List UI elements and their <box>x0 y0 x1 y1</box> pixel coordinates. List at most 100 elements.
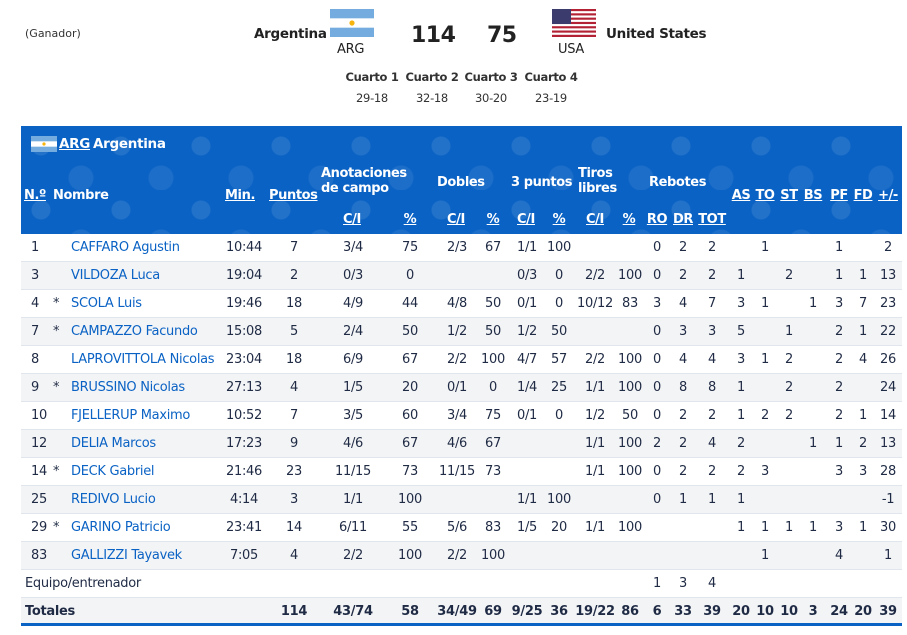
total-t-p: 36 <box>550 604 568 619</box>
stat-dr: 2 <box>679 268 687 283</box>
stat-d-p: 83 <box>485 520 501 535</box>
stat-pm: 22 <box>880 324 896 339</box>
stat-d-p: 50 <box>485 324 501 339</box>
stat-d-ci: 11/15 <box>439 464 475 479</box>
quarter-label: Cuarto 3 <box>464 70 518 84</box>
player-name-link[interactable]: GARINO Patricio <box>71 520 171 535</box>
stat-tl-ci: 1/1 <box>584 520 606 535</box>
total-t-ci: 9/25 <box>511 604 543 619</box>
stat-pm: 1 <box>884 548 892 563</box>
stat-fg-ci: 2/2 <box>342 548 364 563</box>
stat-t-p: 57 <box>551 352 567 367</box>
sub-header-fg-ci[interactable]: C/I <box>343 212 361 227</box>
stat-fd: 3 <box>859 464 867 479</box>
player-name-link[interactable]: VILDOZA Luca <box>71 268 160 283</box>
sub-header-d-ci[interactable]: C/I <box>447 212 465 227</box>
table-team-name: Argentina <box>93 136 166 152</box>
col-header-blocks[interactable]: BS <box>803 188 823 203</box>
stat-fd: 2 <box>859 436 867 451</box>
quarter-2: Cuarto 2 32-18 <box>402 70 462 105</box>
sub-header-fg-pct[interactable]: % <box>403 212 417 227</box>
table-row: 8 LAPROVITTOLA Nicolas 23:04 18 6/9 67 2/2 100 4… <box>21 346 902 374</box>
stat-as: 2 <box>737 464 745 479</box>
stat-pts: 14 <box>286 520 302 535</box>
stat-t-ci: 0/1 <box>516 408 538 423</box>
sub-header-tl-pct[interactable]: % <box>622 212 636 227</box>
sub-header-t-ci[interactable]: C/I <box>517 212 535 227</box>
stat-fg-p: 20 <box>402 380 418 395</box>
stat-minutes: 21:46 <box>226 464 262 479</box>
player-name-link[interactable]: REDIVO Lucio <box>71 492 156 507</box>
stat-minutes: 15:08 <box>226 324 262 339</box>
col-header-fouls[interactable]: PF <box>830 188 848 203</box>
stat-t-p: 0 <box>555 296 563 311</box>
quarter-score: 30-20 <box>475 91 507 105</box>
stat-tot: 1 <box>708 492 716 507</box>
col-header-doubles: Dobles <box>437 175 485 190</box>
stat-pm: 24 <box>880 380 896 395</box>
argentina-flag-icon <box>31 136 57 152</box>
total-fg-p: 58 <box>401 604 419 619</box>
home-team-abbr: ARG <box>337 42 365 57</box>
stat-fg-ci: 4/9 <box>342 296 364 311</box>
total-pts: 114 <box>280 604 308 619</box>
stat-fg-p: 60 <box>402 408 418 423</box>
col-header-number[interactable]: N.º <box>24 188 46 203</box>
stat-fg-p: 73 <box>402 464 418 479</box>
stat-d-p: 0 <box>489 380 497 395</box>
table-team-title: ARG Argentina <box>31 134 166 154</box>
player-name-link[interactable]: FJELLERUP Maximo <box>71 408 191 423</box>
stat-t-ci: 1/4 <box>516 380 538 395</box>
sub-header-tl-ci[interactable]: C/I <box>586 212 604 227</box>
col-header-turnovers[interactable]: TO <box>755 188 775 203</box>
stat-pm: 30 <box>880 520 896 535</box>
player-name-link[interactable]: LAPROVITTOLA Nicolas <box>71 352 215 367</box>
player-name-link[interactable]: DELIA Marcos <box>71 436 156 451</box>
table-row: 4 * SCOLA Luis 19:46 18 4/9 44 4/8 50 0/1 0 10/12 83… <box>21 290 902 318</box>
col-header-steals[interactable]: ST <box>780 188 798 203</box>
table-row: 7 * CAMPAZZO Facundo 15:08 5 2/4 50 1/2 50 1/2 50 0… <box>21 318 902 346</box>
stat-st: 2 <box>785 380 793 395</box>
player-name-link[interactable]: CAMPAZZO Facundo <box>71 324 198 339</box>
player-name-link[interactable]: SCOLA Luis <box>71 296 142 311</box>
starter-mark: * <box>53 324 60 339</box>
sub-header-t-pct[interactable]: % <box>552 212 566 227</box>
table-header: ARG Argentina N.º Nombre Min. Puntos Ano… <box>21 126 902 234</box>
stat-t-p: 0 <box>555 408 563 423</box>
stat-ro: 2 <box>653 436 661 451</box>
stat-d-ci: 2/2 <box>446 352 468 367</box>
quarter-3: Cuarto 3 30-20 <box>461 70 521 105</box>
quarter-scores: Cuarto 1 29-18 Cuarto 2 32-18 Cuarto 3 3… <box>342 70 582 110</box>
home-team-name[interactable]: Argentina <box>254 26 327 42</box>
quarter-score: 23-19 <box>535 91 567 105</box>
stat-t-ci: 1/5 <box>516 520 538 535</box>
stat-dr: 3 <box>679 576 687 591</box>
away-team-name[interactable]: United States <box>606 26 707 42</box>
total-d-p: 69 <box>484 604 502 619</box>
stat-pts: 18 <box>286 296 302 311</box>
table-row: 3 VILDOZA Luca 19:04 2 0/3 0 0/3 0 2/2 100 0 2 2 1 2 1 1… <box>21 262 902 290</box>
stat-tl-p: 100 <box>618 380 642 395</box>
col-header-points[interactable]: Puntos <box>269 188 318 203</box>
player-name-link[interactable]: GALLIZZI Tayavek <box>71 548 182 563</box>
col-header-assists[interactable]: AS <box>731 188 751 203</box>
sub-header-ro[interactable]: RO <box>646 212 668 227</box>
player-name-link[interactable]: CAFFARO Agustin <box>71 240 180 255</box>
total-as: 20 <box>732 604 750 619</box>
player-name-link[interactable]: DECK Gabriel <box>71 464 155 479</box>
col-header-minutes[interactable]: Min. <box>225 188 255 203</box>
stat-tot: 4 <box>708 436 716 451</box>
stat-to: 2 <box>761 408 769 423</box>
sub-header-tot[interactable]: TOT <box>698 212 726 227</box>
stat-fd: 1 <box>859 324 867 339</box>
sub-header-dr[interactable]: DR <box>672 212 693 227</box>
sub-header-d-pct[interactable]: % <box>486 212 500 227</box>
stat-fg-p: 55 <box>402 520 418 535</box>
stat-tot: 7 <box>708 296 716 311</box>
player-name-link[interactable]: BRUSSINO Nicolas <box>71 380 185 395</box>
table-team-abbr[interactable]: ARG <box>59 136 91 152</box>
col-header-fouls-drawn[interactable]: FD <box>853 188 873 203</box>
stat-minutes: 17:23 <box>226 436 262 451</box>
col-header-plus-minus[interactable]: +/- <box>878 188 898 203</box>
stat-pts: 7 <box>290 240 298 255</box>
